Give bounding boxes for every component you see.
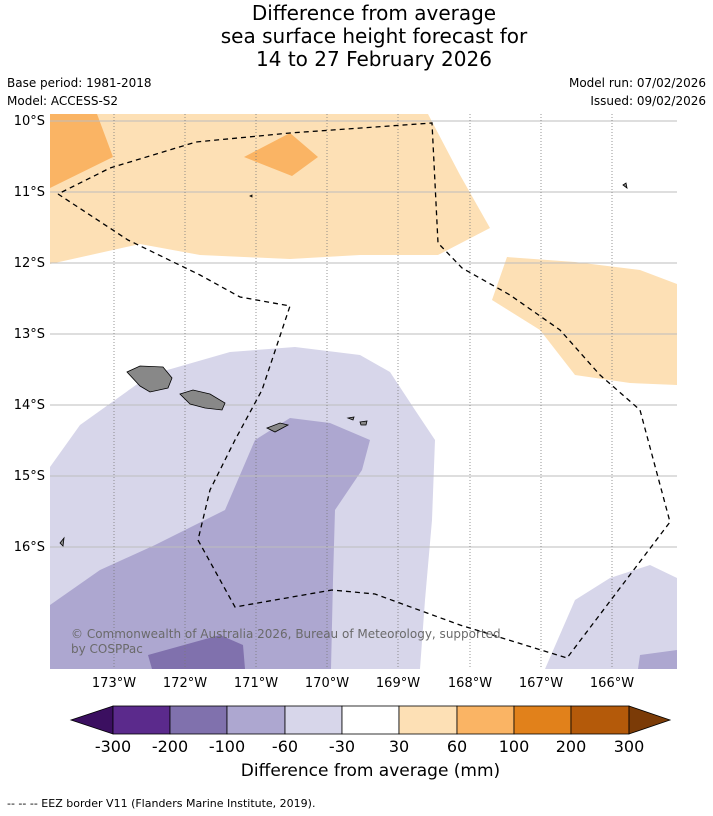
lat-label-15s: 15°S	[14, 469, 45, 484]
colorbar-tick-minus200: -200	[152, 737, 188, 756]
issued-date: Issued: 09/02/2026	[590, 94, 706, 108]
latitude-labels: 10°S 11°S 12°S 13°S 14°S 15°S 16°S	[14, 114, 45, 555]
graticule	[50, 120, 677, 548]
lat-label-12s: 12°S	[14, 256, 45, 271]
islet-northeast	[622, 182, 628, 189]
anomaly-region-neg60-100-se	[638, 650, 677, 669]
lon-label-170w: 170°W	[305, 676, 349, 691]
lon-label-172w: 172°W	[163, 676, 207, 691]
eez-border-samoa	[57, 122, 671, 659]
colorbar-tick-minus300: -300	[95, 737, 131, 756]
anomaly-region-neg100-200	[148, 635, 245, 669]
lon-label-171w: 171°W	[234, 676, 278, 691]
land-masses	[59, 182, 628, 547]
colorbar-tick-200: 200	[556, 737, 587, 756]
lat-label-14s: 14°S	[14, 398, 45, 413]
colorbar-tick-30: 30	[389, 737, 409, 756]
islet-west	[59, 536, 65, 547]
lon-label-168w: 168°W	[448, 676, 492, 691]
tutuila-island	[266, 422, 290, 433]
colorbar-segment-minus300-minus200	[112, 705, 171, 735]
manua-island-2	[359, 420, 368, 426]
colorbar-segment-minus60-minus30	[284, 705, 343, 735]
lat-label-13s: 13°S	[14, 327, 45, 342]
title-line-3: 14 to 27 February 2026	[256, 47, 492, 71]
meta-right: Model run: 07/02/2026 Issued: 09/02/2026	[569, 74, 706, 110]
eez-borders	[57, 122, 671, 659]
copyright-notice: © Commonwealth of Australia 2026, Bureau…	[71, 627, 501, 656]
anomaly-region-60-100-central	[244, 133, 318, 176]
title-line-1: Difference from average	[251, 1, 497, 25]
colorbar-segment-30-60	[398, 705, 458, 735]
map-title: Difference from average sea surface heig…	[0, 2, 713, 71]
colorbar-segment-above-300	[628, 705, 672, 735]
colorbar-tick-60: 60	[447, 737, 467, 756]
colorbar-title: Difference from average (mm)	[240, 761, 501, 781]
model-run: Model run: 07/02/2026	[568, 76, 706, 90]
colorbar-segment-200-300	[570, 705, 630, 735]
anomaly-region-neg60-100	[50, 418, 370, 669]
colorbar	[69, 705, 672, 735]
lon-label-166w: 166°W	[590, 676, 634, 691]
colorbar-segment-minus30-30	[341, 705, 400, 735]
savaii-island	[126, 365, 173, 393]
lon-label-173w: 173°W	[92, 676, 136, 691]
title-line-2: sea surface height forecast for	[220, 24, 528, 48]
meta-left: Base period: 1981-2018 Model: ACCESS-S2	[7, 74, 152, 110]
upolu-island	[179, 389, 226, 411]
anomaly-region-neg30-60-se	[545, 565, 677, 669]
colorbar-ticks: -300 -200 -100 -60 -30 30 60 100 200 300	[95, 737, 644, 756]
anomaly-region-30-60-east	[492, 257, 677, 385]
colorbar-segment-60-100	[456, 705, 515, 735]
lat-label-10s: 10°S	[14, 114, 45, 129]
eez-legend-footer: -- -- -- EEZ border V11 (Flanders Marine…	[7, 797, 316, 810]
colorbar-tick-minus60: -60	[272, 737, 298, 756]
lat-label-11s: 11°S	[14, 185, 45, 200]
colorbar-segment-minus100-minus60	[226, 705, 286, 735]
colorbar-segment-100-200	[513, 705, 572, 735]
lat-label-16s: 16°S	[14, 540, 45, 555]
colorbar-tick-100: 100	[499, 737, 530, 756]
colorbar-segment-minus200-minus100	[169, 705, 228, 735]
lon-label-169w: 169°W	[376, 676, 420, 691]
colorbar-tick-minus30: -30	[329, 737, 355, 756]
manua-island-1	[346, 416, 355, 421]
model-name: Model: ACCESS-S2	[7, 94, 119, 108]
islet-north	[249, 194, 253, 198]
longitude-labels: 173°W 172°W 171°W 170°W 169°W 168°W 167°…	[92, 676, 634, 691]
base-period: Base period: 1981-2018	[7, 76, 152, 90]
lon-label-167w: 167°W	[519, 676, 563, 691]
colorbar-segment-below-minus300	[69, 705, 114, 735]
meridians	[113, 114, 613, 669]
anomaly-region-30-60-north	[50, 114, 490, 264]
colorbar-tick-300: 300	[614, 737, 645, 756]
anomaly-region-60-100-nw	[50, 114, 113, 188]
colorbar-tick-minus100: -100	[209, 737, 245, 756]
